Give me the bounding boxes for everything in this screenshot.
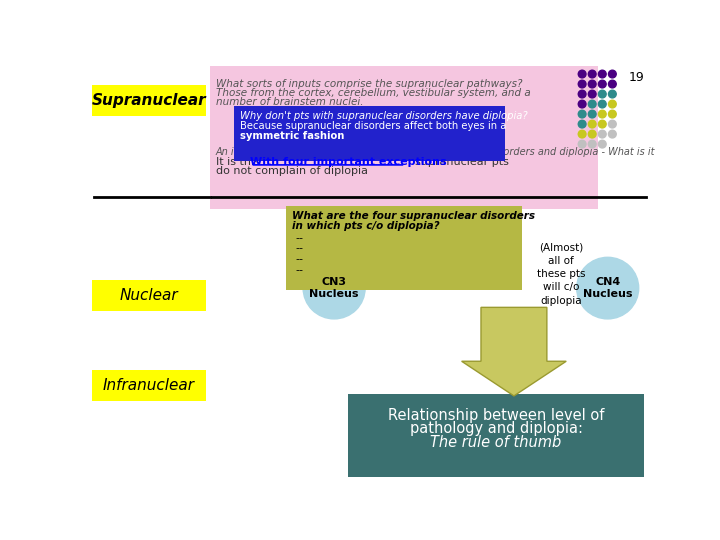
Circle shape: [588, 100, 596, 108]
FancyArrow shape: [462, 307, 566, 396]
Circle shape: [588, 110, 596, 118]
Text: Nuclear: Nuclear: [120, 288, 179, 303]
Text: (Almost)
all of
these pts
will c/o
diplopia: (Almost) all of these pts will c/o diplo…: [537, 243, 585, 306]
Circle shape: [608, 120, 616, 128]
FancyBboxPatch shape: [92, 85, 206, 116]
Circle shape: [578, 110, 586, 118]
FancyBboxPatch shape: [92, 370, 206, 401]
Text: Why don't pts with supranuclear disorders have diplopia?: Why don't pts with supranuclear disorder…: [240, 111, 527, 121]
Circle shape: [588, 70, 596, 78]
Circle shape: [303, 257, 365, 319]
Text: , supranuclear pts: , supranuclear pts: [408, 157, 508, 167]
Text: An important distinction between supranuclear motility disorders and diplopia - : An important distinction between supranu…: [215, 147, 655, 157]
Circle shape: [588, 120, 596, 128]
Text: do not complain of diplopia: do not complain of diplopia: [215, 166, 367, 177]
Text: Infranuclear: Infranuclear: [103, 377, 195, 393]
Text: The rule of thumb: The rule of thumb: [431, 435, 562, 450]
Text: --: --: [295, 254, 303, 264]
Circle shape: [598, 70, 606, 78]
Circle shape: [608, 100, 616, 108]
Text: Supranuclear: Supranuclear: [91, 93, 206, 107]
Circle shape: [608, 80, 616, 88]
FancyBboxPatch shape: [210, 66, 598, 209]
Circle shape: [598, 130, 606, 138]
Circle shape: [588, 140, 596, 148]
Text: Because supranuclear disorders affect both eyes in a: Because supranuclear disorders affect bo…: [240, 121, 506, 131]
Circle shape: [578, 90, 586, 98]
Text: --: --: [295, 233, 303, 242]
Circle shape: [598, 120, 606, 128]
Circle shape: [578, 100, 586, 108]
Circle shape: [588, 90, 596, 98]
Text: --: --: [295, 244, 303, 253]
FancyBboxPatch shape: [348, 394, 644, 477]
Text: Those from the cortex, cerebellum, vestibular system, and a: Those from the cortex, cerebellum, vesti…: [215, 88, 531, 98]
Circle shape: [588, 80, 596, 88]
Circle shape: [608, 110, 616, 118]
Circle shape: [598, 140, 606, 148]
Circle shape: [608, 90, 616, 98]
Circle shape: [578, 80, 586, 88]
FancyBboxPatch shape: [92, 280, 206, 311]
Text: With four important exceptions: With four important exceptions: [251, 157, 447, 167]
Text: number of brainstem nuclei.: number of brainstem nuclei.: [215, 97, 363, 107]
Circle shape: [578, 140, 586, 148]
FancyBboxPatch shape: [234, 106, 505, 161]
Circle shape: [588, 130, 596, 138]
Circle shape: [598, 90, 606, 98]
Text: What sorts of inputs comprise the supranuclear pathways?: What sorts of inputs comprise the supran…: [215, 79, 522, 89]
Circle shape: [598, 100, 606, 108]
Text: What are the four supranuclear disorders: What are the four supranuclear disorders: [292, 211, 534, 221]
Text: in which pts c/o diplopia?: in which pts c/o diplopia?: [292, 221, 439, 231]
Circle shape: [578, 120, 586, 128]
Text: CN4
Nucleus: CN4 Nucleus: [583, 278, 632, 299]
Circle shape: [598, 80, 606, 88]
Circle shape: [577, 257, 639, 319]
Text: --: --: [295, 265, 303, 275]
Text: CN3
Nucleus: CN3 Nucleus: [310, 278, 359, 299]
Circle shape: [608, 130, 616, 138]
Circle shape: [578, 70, 586, 78]
Text: Relationship between level of: Relationship between level of: [388, 408, 604, 423]
Text: symmetric fashion: symmetric fashion: [240, 131, 344, 141]
Text: 19: 19: [629, 71, 644, 84]
FancyBboxPatch shape: [286, 206, 522, 289]
Circle shape: [608, 70, 616, 78]
Circle shape: [578, 130, 586, 138]
Text: It is this:: It is this:: [215, 157, 270, 167]
Text: pathology and diplopia:: pathology and diplopia:: [410, 421, 582, 436]
Circle shape: [598, 110, 606, 118]
